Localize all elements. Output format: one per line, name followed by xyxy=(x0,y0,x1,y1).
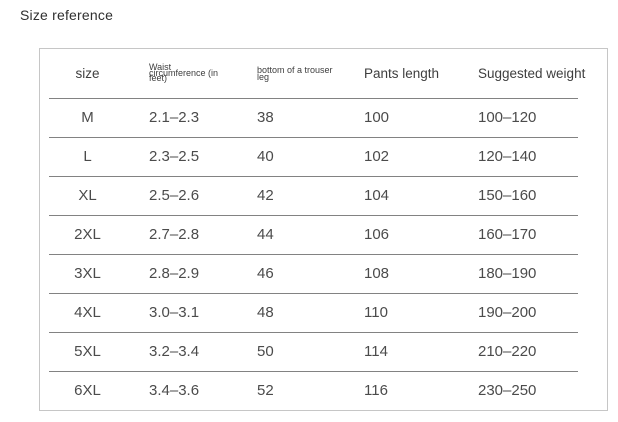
table-row-xl: XL 2.5–2.6 42 104 150–160 xyxy=(40,176,607,215)
table-header-row: size Waist circumference (in feet) botto… xyxy=(40,49,607,98)
cell-trouser-bottom: 44 xyxy=(257,226,274,243)
cell-waist: 3.4–3.6 xyxy=(149,382,200,399)
cell-pants-length: 116 xyxy=(364,382,388,399)
page-title: Size reference xyxy=(20,7,114,23)
cell-size: 2XL xyxy=(74,226,101,243)
cell-pants-length: 106 xyxy=(364,226,390,243)
header-waist-circumference: Waist circumference (in feet) xyxy=(135,62,253,84)
table-row-l: L 2.3–2.5 40 102 120–140 xyxy=(40,137,607,176)
header-waist-line3: feet) xyxy=(149,73,168,84)
cell-pants-length: 100 xyxy=(364,109,390,126)
cell-weight: 160–170 xyxy=(478,226,537,243)
table-row-6xl: 6XL 3.4–3.6 52 116 230–250 xyxy=(40,371,607,410)
cell-size: 6XL xyxy=(74,382,101,399)
header-suggested-weight: Suggested weight xyxy=(478,66,586,81)
cell-waist: 2.1–2.3 xyxy=(149,109,200,126)
cell-waist: 3.2–3.4 xyxy=(149,343,200,360)
cell-weight: 210–220 xyxy=(478,343,537,360)
cell-pants-length: 104 xyxy=(364,187,390,204)
cell-size: M xyxy=(81,109,94,126)
table-row-3xl: 3XL 2.8–2.9 46 108 180–190 xyxy=(40,254,607,293)
cell-size: L xyxy=(83,148,92,165)
cell-trouser-bottom: 52 xyxy=(257,382,274,399)
header-pants-length: Pants length xyxy=(364,66,440,81)
cell-weight: 230–250 xyxy=(478,382,537,399)
cell-weight: 150–160 xyxy=(478,187,537,204)
cell-trouser-bottom: 48 xyxy=(257,304,274,321)
cell-pants-length: 110 xyxy=(364,304,388,321)
table-row-m: M 2.1–2.3 38 100 100–120 xyxy=(40,98,607,137)
header-waist-line1: Waist xyxy=(149,62,172,73)
header-size: size xyxy=(75,66,100,81)
cell-pants-length: 102 xyxy=(364,148,390,165)
table-row-2xl: 2XL 2.7–2.8 44 106 160–170 xyxy=(40,215,607,254)
header-trouser-leg-bottom: bottom of a trouser leg xyxy=(253,64,362,82)
cell-size: XL xyxy=(78,187,97,204)
cell-size: 3XL xyxy=(74,265,101,282)
cell-waist: 2.5–2.6 xyxy=(149,187,200,204)
header-trouser-line2: leg xyxy=(257,71,270,82)
cell-trouser-bottom: 40 xyxy=(257,148,274,165)
cell-trouser-bottom: 50 xyxy=(257,343,274,360)
cell-weight: 180–190 xyxy=(478,265,537,282)
size-table: size Waist circumference (in feet) botto… xyxy=(39,48,608,411)
cell-weight: 120–140 xyxy=(478,148,537,165)
cell-size: 5XL xyxy=(74,343,101,360)
cell-size: 4XL xyxy=(74,304,101,321)
cell-pants-length: 114 xyxy=(364,343,388,360)
header-waist-line2: circumference (in xyxy=(149,67,219,78)
table-row-5xl: 5XL 3.2–3.4 50 114 210–220 xyxy=(40,332,607,371)
header-trouser-line1: bottom of a trouser xyxy=(257,64,333,75)
cell-waist: 2.7–2.8 xyxy=(149,226,200,243)
cell-trouser-bottom: 42 xyxy=(257,187,274,204)
cell-waist: 2.3–2.5 xyxy=(149,148,200,165)
cell-weight: 190–200 xyxy=(478,304,537,321)
cell-trouser-bottom: 38 xyxy=(257,109,274,126)
cell-waist: 3.0–3.1 xyxy=(149,304,200,321)
table-row-4xl: 4XL 3.0–3.1 48 110 190–200 xyxy=(40,293,607,332)
cell-trouser-bottom: 46 xyxy=(257,265,274,282)
cell-waist: 2.8–2.9 xyxy=(149,265,200,282)
cell-pants-length: 108 xyxy=(364,265,390,282)
cell-weight: 100–120 xyxy=(478,109,537,126)
